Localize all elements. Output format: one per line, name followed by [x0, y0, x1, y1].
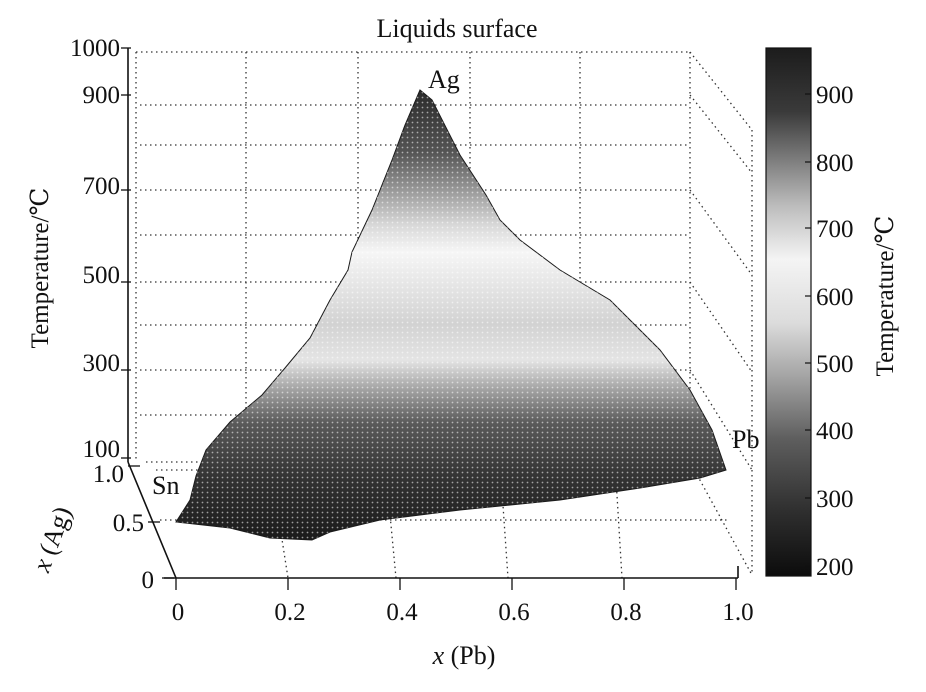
z-tick-label: 900: [83, 82, 121, 109]
colorbar-tick-label: 600: [816, 284, 854, 311]
x-axis-label: x (Pb): [432, 641, 496, 670]
z-tick-label: 700: [83, 173, 121, 200]
y-axis-label-unit: (Ag): [31, 503, 77, 565]
x-axis-label-unit: (Pb): [444, 641, 495, 670]
liquidus-surface: [175, 89, 727, 541]
colorbar-tick-label: 200: [816, 554, 854, 581]
colorbar-tick-label: 500: [816, 351, 854, 378]
z-axis-label: Temperature/℃: [27, 188, 54, 349]
x-tick-label: 0: [172, 599, 185, 626]
colorbar-tick-label: 800: [816, 150, 854, 177]
colorbar-tick-label: 700: [816, 216, 854, 243]
x-tick-label: 0.4: [386, 599, 418, 626]
y-tick-label: 0.5: [113, 510, 144, 537]
z-axis: 1000 900 700 500 300 100 Temperature/℃: [27, 35, 131, 463]
x-axis-label-var: x: [432, 641, 445, 670]
x-tick-label: 0.2: [274, 599, 305, 626]
x-tick-label: 0.6: [498, 599, 529, 626]
z-tick-label: 100: [83, 436, 121, 463]
colorbar: 900 800 700 600 500 400 300 200 Temperat…: [765, 47, 899, 581]
y-axis-label: x (Ag): [27, 503, 78, 577]
colorbar-tick-label: 300: [816, 486, 854, 513]
x-tick-label: 1.0: [722, 599, 753, 626]
corner-label-sn: Sn: [152, 471, 179, 500]
surface-mesh: [176, 90, 726, 540]
x-axis: 0 0.2 0.4 0.6 0.8 1.0 x (Pb): [172, 578, 754, 670]
colorbar-tick-label: 400: [816, 418, 854, 445]
colorbar-label: Temperature/℃: [872, 216, 899, 377]
y-axis: 1.0 0.5 0 x (Ag): [27, 461, 174, 594]
z-tick-label: 500: [83, 262, 121, 289]
x-tick-label: 0.8: [610, 599, 641, 626]
z-tick-label: 1000: [70, 35, 120, 62]
corner-label-ag: Ag: [428, 65, 460, 94]
colorbar-gradient: [765, 47, 812, 577]
axes-lines: [127, 48, 739, 579]
y-tick-label: 0: [142, 567, 155, 594]
z-tick-label: 300: [83, 350, 121, 377]
corner-label-pb: Pb: [732, 425, 759, 454]
colorbar-tick-label: 900: [816, 82, 854, 109]
y-tick-label: 1.0: [93, 461, 124, 488]
chart-title: Liquids surface: [376, 14, 537, 43]
